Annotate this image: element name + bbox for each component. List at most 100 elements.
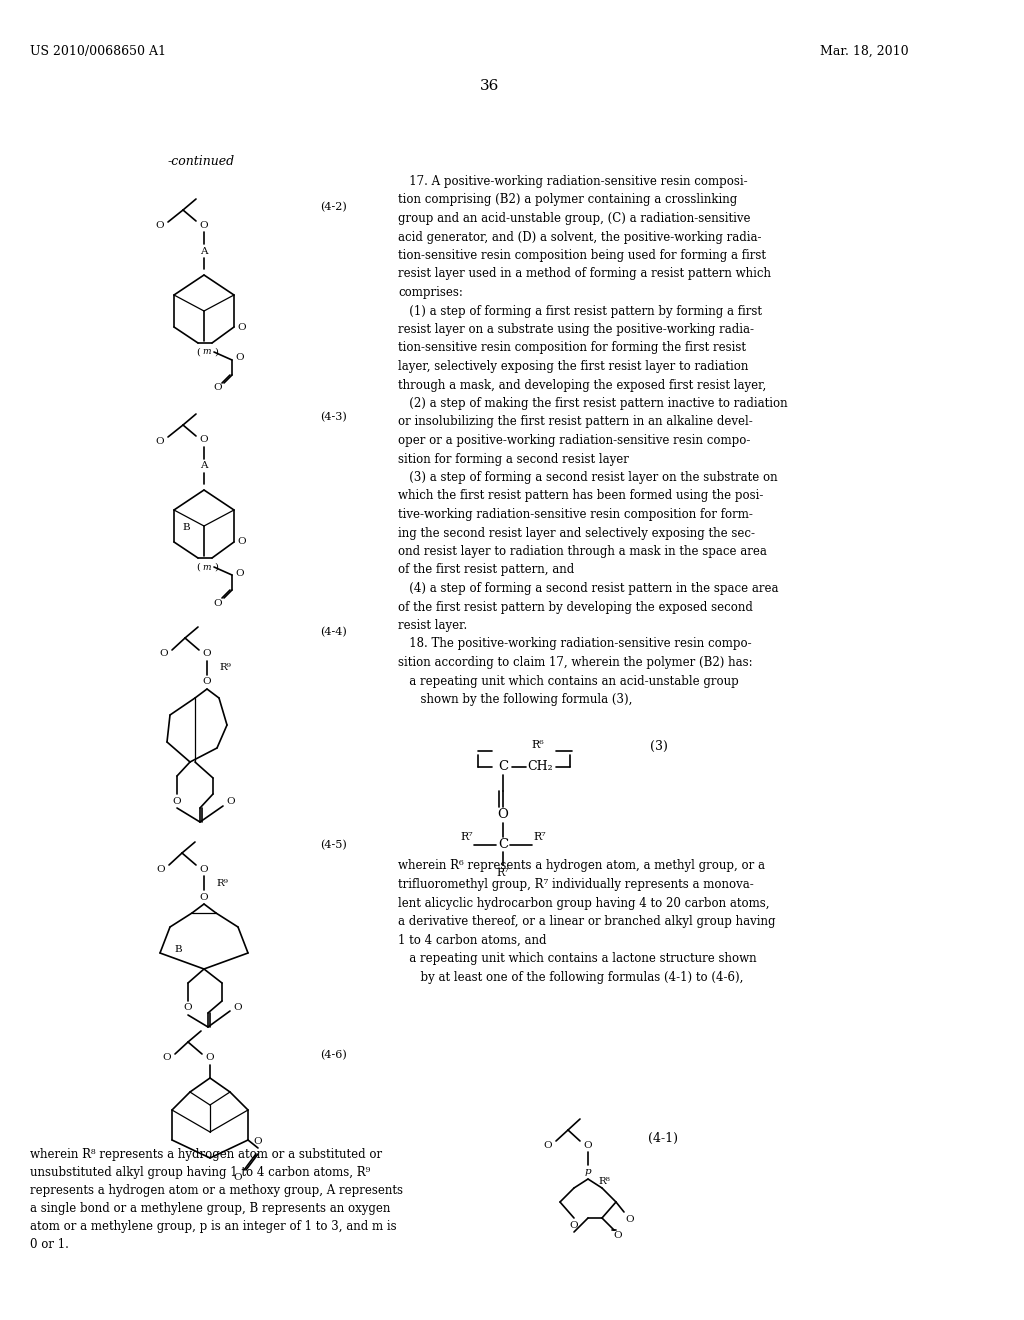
Text: group and an acid-unstable group, (C) a radiation-sensitive: group and an acid-unstable group, (C) a … — [398, 213, 751, 224]
Text: O: O — [238, 322, 247, 331]
Text: CH₂: CH₂ — [527, 760, 553, 774]
Text: resist layer.: resist layer. — [398, 619, 467, 632]
Text: O: O — [584, 1140, 592, 1150]
Text: acid generator, and (D) a solvent, the positive-working radia-: acid generator, and (D) a solvent, the p… — [398, 231, 762, 243]
Text: O: O — [160, 649, 168, 659]
Text: O: O — [569, 1221, 579, 1229]
Text: ond resist layer to radiation through a mask in the space area: ond resist layer to radiation through a … — [398, 545, 767, 558]
Text: sition according to claim 17, wherein the polymer (B2) has:: sition according to claim 17, wherein th… — [398, 656, 753, 669]
Text: (4) a step of forming a second resist pattern in the space area: (4) a step of forming a second resist pa… — [398, 582, 778, 595]
Text: of the first resist pattern by developing the exposed second: of the first resist pattern by developin… — [398, 601, 753, 614]
Text: Mar. 18, 2010: Mar. 18, 2010 — [820, 45, 908, 58]
Text: layer, selectively exposing the first resist layer to radiation: layer, selectively exposing the first re… — [398, 360, 749, 374]
Text: O: O — [544, 1140, 552, 1150]
Text: O: O — [203, 677, 211, 686]
Text: a single bond or a methylene group, B represents an oxygen: a single bond or a methylene group, B re… — [30, 1203, 390, 1214]
Text: O: O — [206, 1053, 214, 1063]
Text: (: ( — [197, 562, 200, 572]
Text: shown by the following formula (3),: shown by the following formula (3), — [398, 693, 633, 706]
Text: which the first resist pattern has been formed using the posi-: which the first resist pattern has been … — [398, 490, 763, 503]
Text: O: O — [156, 222, 164, 231]
Text: trifluoromethyl group, R⁷ individually represents a monova-: trifluoromethyl group, R⁷ individually r… — [398, 878, 754, 891]
Text: R⁷: R⁷ — [461, 832, 473, 842]
Text: (4-4): (4-4) — [319, 627, 347, 638]
Text: by at least one of the following formulas (4-1) to (4-6),: by at least one of the following formula… — [398, 970, 743, 983]
Text: (3): (3) — [650, 741, 668, 752]
Text: p: p — [585, 1167, 591, 1176]
Text: (4-5): (4-5) — [319, 840, 347, 850]
Text: O: O — [613, 1232, 623, 1241]
Text: (1) a step of forming a first resist pattern by forming a first: (1) a step of forming a first resist pat… — [398, 305, 762, 318]
Text: atom or a methylene group, p is an integer of 1 to 3, and m is: atom or a methylene group, p is an integ… — [30, 1220, 396, 1233]
Text: (3) a step of forming a second resist layer on the substrate on: (3) a step of forming a second resist la… — [398, 471, 777, 484]
Text: O: O — [233, 1173, 243, 1183]
Text: 1 to 4 carbon atoms, and: 1 to 4 carbon atoms, and — [398, 933, 547, 946]
Text: O: O — [236, 569, 245, 578]
Text: 17. A positive-working radiation-sensitive resin composi-: 17. A positive-working radiation-sensiti… — [398, 176, 748, 187]
Text: ing the second resist layer and selectively exposing the sec-: ing the second resist layer and selectiv… — [398, 527, 755, 540]
Text: (4-3): (4-3) — [319, 412, 347, 422]
Text: (: ( — [197, 347, 200, 356]
Text: (4-2): (4-2) — [319, 202, 347, 213]
Text: tion comprising (B2) a polymer containing a crosslinking: tion comprising (B2) a polymer containin… — [398, 194, 737, 206]
Text: O: O — [200, 892, 208, 902]
Text: US 2010/0068650 A1: US 2010/0068650 A1 — [30, 45, 166, 58]
Text: O: O — [183, 1003, 193, 1012]
Text: O: O — [498, 808, 509, 821]
Text: wherein R⁸ represents a hydrogen atom or a substituted or: wherein R⁸ represents a hydrogen atom or… — [30, 1148, 382, 1162]
Text: oper or a positive-working radiation-sensitive resin compo-: oper or a positive-working radiation-sen… — [398, 434, 751, 447]
Text: O: O — [214, 384, 222, 392]
Text: O: O — [173, 796, 181, 805]
Text: -continued: -continued — [168, 154, 236, 168]
Text: R⁷: R⁷ — [497, 869, 509, 878]
Text: 36: 36 — [480, 79, 500, 92]
Text: a repeating unit which contains an acid-unstable group: a repeating unit which contains an acid-… — [398, 675, 738, 688]
Text: wherein R⁶ represents a hydrogen atom, a methyl group, or a: wherein R⁶ represents a hydrogen atom, a… — [398, 859, 765, 873]
Text: B: B — [182, 524, 189, 532]
Text: O: O — [626, 1216, 634, 1225]
Text: (4-1): (4-1) — [648, 1133, 678, 1144]
Text: 18. The positive-working radiation-sensitive resin compo-: 18. The positive-working radiation-sensi… — [398, 638, 752, 651]
Text: comprises:: comprises: — [398, 286, 463, 300]
Text: R⁶: R⁶ — [531, 741, 545, 750]
Text: O: O — [226, 797, 236, 807]
Text: represents a hydrogen atom or a methoxy group, A represents: represents a hydrogen atom or a methoxy … — [30, 1184, 403, 1197]
Text: O: O — [238, 537, 247, 546]
Text: 0 or 1.: 0 or 1. — [30, 1238, 69, 1251]
Text: of the first resist pattern, and: of the first resist pattern, and — [398, 564, 574, 577]
Text: R⁷: R⁷ — [534, 832, 547, 842]
Text: O: O — [200, 220, 208, 230]
Text: resist layer on a substrate using the positive-working radia-: resist layer on a substrate using the po… — [398, 323, 754, 337]
Text: A: A — [201, 462, 208, 470]
Text: O: O — [214, 598, 222, 607]
Text: lent alicyclic hydrocarbon group having 4 to 20 carbon atoms,: lent alicyclic hydrocarbon group having … — [398, 896, 769, 909]
Text: O: O — [157, 865, 165, 874]
Text: m: m — [203, 562, 211, 572]
Text: through a mask, and developing the exposed first resist layer,: through a mask, and developing the expos… — [398, 379, 766, 392]
Text: tion-sensitive resin composition being used for forming a first: tion-sensitive resin composition being u… — [398, 249, 766, 261]
Text: (2) a step of making the first resist pattern inactive to radiation: (2) a step of making the first resist pa… — [398, 397, 787, 411]
Text: R⁹: R⁹ — [219, 664, 231, 672]
Text: R⁸: R⁸ — [598, 1177, 610, 1187]
Text: or insolubilizing the first resist pattern in an alkaline devel-: or insolubilizing the first resist patte… — [398, 416, 753, 429]
Text: C: C — [498, 838, 508, 851]
Text: O: O — [203, 649, 211, 659]
Text: m: m — [203, 347, 211, 356]
Text: R⁹: R⁹ — [216, 879, 228, 887]
Text: a repeating unit which contains a lactone structure shown: a repeating unit which contains a lacton… — [398, 952, 757, 965]
Text: O: O — [200, 436, 208, 445]
Text: O: O — [254, 1138, 262, 1147]
Text: B: B — [174, 945, 182, 953]
Text: O: O — [233, 1002, 243, 1011]
Text: resist layer used in a method of forming a resist pattern which: resist layer used in a method of forming… — [398, 268, 771, 281]
Text: O: O — [156, 437, 164, 446]
Text: A: A — [201, 247, 208, 256]
Text: unsubstituted alkyl group having 1 to 4 carbon atoms, R⁹: unsubstituted alkyl group having 1 to 4 … — [30, 1166, 371, 1179]
Text: ): ) — [214, 347, 218, 356]
Text: a derivative thereof, or a linear or branched alkyl group having: a derivative thereof, or a linear or bra… — [398, 915, 775, 928]
Text: sition for forming a second resist layer: sition for forming a second resist layer — [398, 453, 629, 466]
Text: tive-working radiation-sensitive resin composition for form-: tive-working radiation-sensitive resin c… — [398, 508, 753, 521]
Text: (4-6): (4-6) — [319, 1049, 347, 1060]
Text: tion-sensitive resin composition for forming the first resist: tion-sensitive resin composition for for… — [398, 342, 746, 355]
Text: ): ) — [214, 562, 218, 572]
